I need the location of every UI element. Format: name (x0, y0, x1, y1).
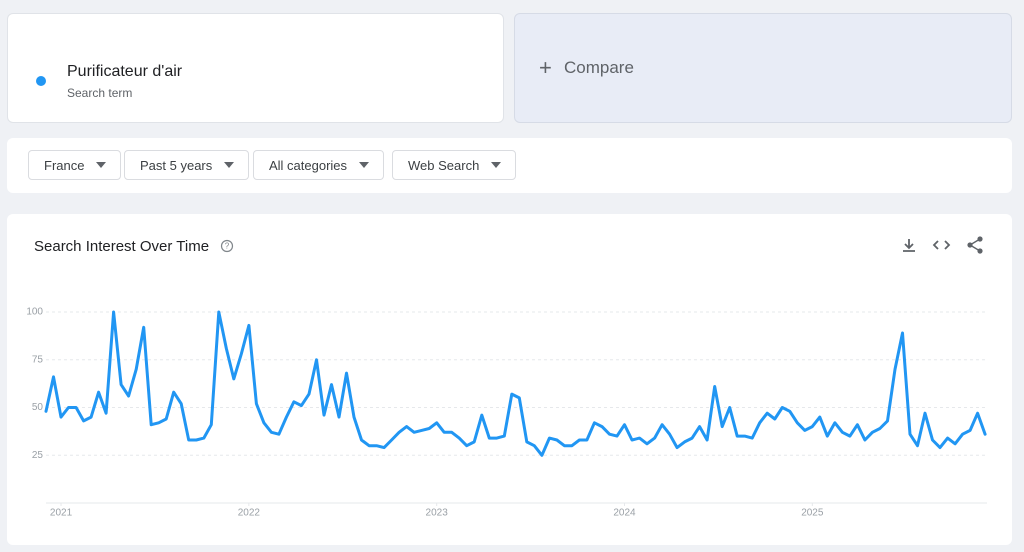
x-tick-label: 2025 (801, 508, 824, 519)
download-icon[interactable] (903, 239, 915, 252)
series-line (44, 310, 987, 457)
search-term-card: Purificateur d'air Search term (7, 13, 504, 123)
search-term-subtitle: Search term (67, 86, 133, 100)
series-dot (36, 76, 46, 86)
x-tick-label: 2022 (238, 508, 261, 519)
y-tick-label: 75 (32, 354, 44, 365)
dropdown[interactable]: France (28, 150, 122, 180)
caret (224, 162, 235, 168)
y-tick-label: 25 (32, 450, 44, 461)
dropdown-label: France (44, 157, 85, 173)
caret (359, 162, 370, 168)
dropdown[interactable]: All categories (253, 150, 385, 180)
y-tick-label: 50 (32, 402, 44, 413)
x-tick-label: 2021 (50, 508, 73, 519)
caret (96, 162, 107, 168)
search-term: Purificateur d'air (67, 63, 183, 80)
chart-title: Search Interest Over Time (34, 238, 209, 255)
chart-card (7, 214, 1012, 545)
embed-icon[interactable] (932, 240, 951, 250)
dropdown-label: All categories (269, 157, 348, 173)
compare-label: Compare (564, 58, 634, 77)
help-icon[interactable]: ? (220, 239, 234, 253)
dropdown[interactable]: Web Search (392, 150, 517, 180)
filter-bar: France Past 5 years All categories Web S… (7, 138, 1012, 193)
dropdown-label: Web Search (408, 157, 480, 173)
caret (491, 162, 502, 168)
compare-button[interactable]: + Compare (514, 13, 1012, 123)
share-icon[interactable] (967, 236, 983, 254)
dropdown-label: Past 5 years (140, 157, 213, 173)
svg-text:?: ? (225, 242, 230, 251)
plus-icon: + (539, 55, 552, 80)
dropdown[interactable]: Past 5 years (124, 150, 250, 180)
x-tick-label: 2024 (613, 508, 636, 519)
y-tick-label: 100 (26, 307, 43, 318)
chart: Search Interest Over Time ? 25 50 75 100 202… (26, 236, 987, 519)
x-tick-label: 2023 (426, 508, 449, 519)
